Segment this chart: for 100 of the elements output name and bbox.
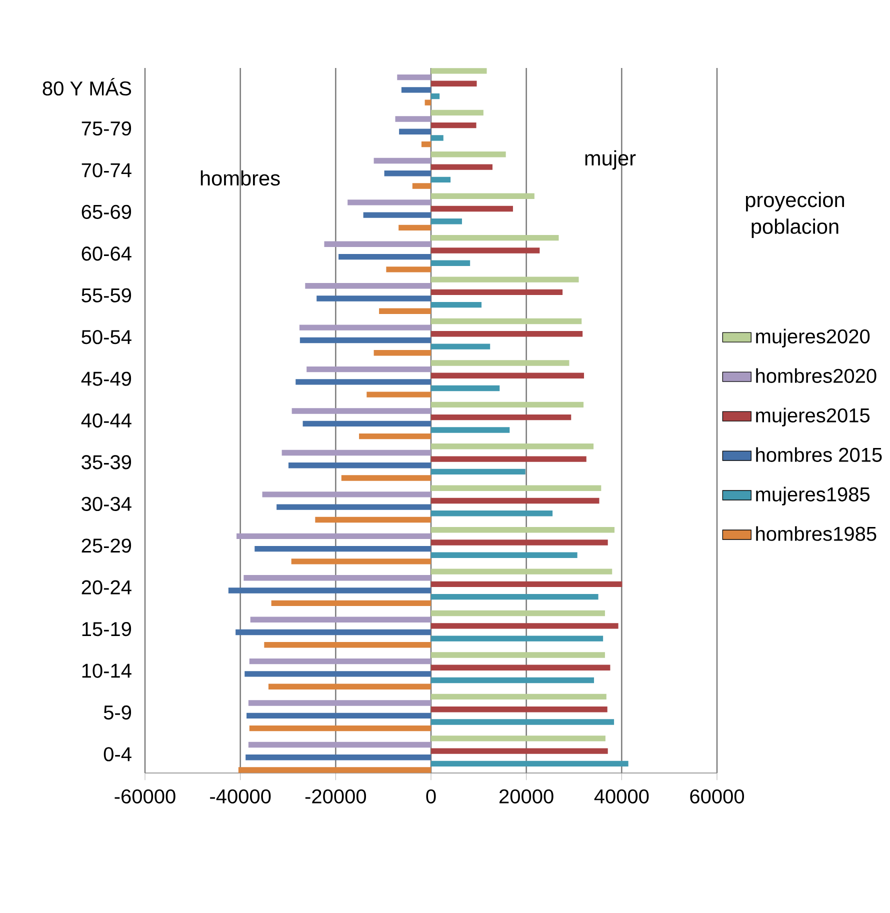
y-tick-label: 45-49 bbox=[81, 372, 132, 386]
bar bbox=[430, 110, 484, 116]
x-tick-label: -60000 bbox=[114, 789, 176, 804]
bar bbox=[430, 402, 584, 408]
bar bbox=[395, 116, 431, 122]
bar bbox=[302, 420, 431, 427]
bar bbox=[430, 276, 579, 282]
bar bbox=[430, 302, 482, 308]
bar bbox=[430, 694, 606, 700]
bar bbox=[374, 350, 431, 356]
x-tick-label: 40000 bbox=[594, 789, 649, 804]
bar bbox=[249, 658, 431, 664]
bar bbox=[305, 283, 431, 289]
bar bbox=[430, 372, 584, 378]
bar bbox=[249, 725, 431, 732]
bar bbox=[399, 128, 431, 134]
bar bbox=[430, 414, 572, 420]
bar bbox=[288, 462, 431, 468]
bar bbox=[248, 700, 431, 706]
bar bbox=[384, 170, 431, 176]
legend-label: mujeres1985 bbox=[756, 486, 870, 506]
bar bbox=[379, 308, 431, 314]
x-tick-label: -20000 bbox=[305, 789, 366, 804]
y-tick-label: 20-24 bbox=[82, 580, 132, 594]
bar bbox=[430, 581, 622, 588]
y-tick-label: 70-74 bbox=[82, 163, 132, 178]
bar bbox=[236, 533, 431, 540]
bar bbox=[430, 485, 602, 491]
bar bbox=[324, 241, 431, 247]
bar bbox=[244, 671, 431, 677]
bar bbox=[430, 318, 582, 324]
bar bbox=[254, 546, 431, 552]
bar bbox=[430, 344, 490, 350]
y-tick-label: 10-14 bbox=[82, 664, 132, 678]
x-tick-label: -40000 bbox=[210, 789, 271, 804]
y-tick-label: 65-69 bbox=[82, 204, 132, 219]
bar bbox=[338, 254, 431, 260]
bar bbox=[430, 498, 600, 504]
bar bbox=[430, 456, 586, 462]
y-tick-label: 25-29 bbox=[82, 538, 132, 553]
bar bbox=[430, 677, 594, 684]
bar bbox=[300, 337, 431, 344]
bar bbox=[430, 176, 451, 183]
bar bbox=[430, 760, 628, 767]
bar bbox=[398, 224, 431, 231]
bar bbox=[430, 468, 526, 475]
bar bbox=[348, 200, 431, 206]
y-tick-label: 50-54 bbox=[82, 330, 132, 344]
y-tick-label: 75-79 bbox=[82, 121, 132, 136]
annotation: hombres bbox=[200, 170, 280, 186]
bar bbox=[412, 183, 431, 189]
bar bbox=[291, 558, 431, 564]
bar bbox=[430, 748, 608, 754]
bar bbox=[430, 444, 594, 450]
bar bbox=[363, 212, 431, 218]
bar bbox=[430, 152, 506, 158]
bar bbox=[430, 540, 608, 546]
bar bbox=[430, 594, 598, 600]
bar bbox=[299, 324, 431, 330]
bar bbox=[264, 642, 431, 648]
x-tick-label: 0 bbox=[426, 789, 436, 804]
bar bbox=[430, 526, 615, 533]
bar bbox=[248, 742, 431, 748]
bar bbox=[430, 664, 610, 670]
bar bbox=[430, 122, 476, 128]
bar bbox=[430, 234, 559, 241]
bar bbox=[430, 552, 578, 558]
bar bbox=[430, 706, 608, 712]
bar bbox=[268, 684, 431, 690]
bar bbox=[306, 366, 431, 372]
bar bbox=[359, 433, 431, 440]
bar bbox=[276, 504, 431, 510]
bar bbox=[430, 427, 510, 433]
legend-label: mujeres2015 bbox=[756, 408, 870, 426]
bar bbox=[430, 68, 487, 74]
bar bbox=[430, 193, 534, 199]
y-tick-label: 35-39 bbox=[82, 455, 132, 470]
bar bbox=[282, 450, 431, 456]
bar bbox=[386, 266, 431, 272]
bar bbox=[430, 610, 605, 616]
bar bbox=[430, 260, 470, 266]
bar bbox=[421, 141, 431, 148]
bar bbox=[250, 616, 431, 622]
bar bbox=[244, 575, 431, 581]
bar bbox=[315, 516, 431, 523]
bar bbox=[430, 135, 444, 141]
bar bbox=[430, 331, 583, 337]
legend-label: hombres1985 bbox=[756, 526, 876, 541]
bar bbox=[374, 158, 431, 164]
y-tick-label: 80 Y MÁS bbox=[42, 78, 132, 96]
bar bbox=[430, 652, 605, 658]
bar bbox=[271, 600, 431, 606]
bar bbox=[430, 218, 462, 224]
y-tick-label: 55-59 bbox=[82, 288, 132, 302]
bar bbox=[430, 360, 570, 366]
y-tick-label: 5-9 bbox=[104, 705, 132, 720]
bar bbox=[236, 629, 431, 636]
bar bbox=[430, 623, 618, 629]
bar bbox=[430, 93, 440, 100]
bar bbox=[228, 588, 431, 594]
